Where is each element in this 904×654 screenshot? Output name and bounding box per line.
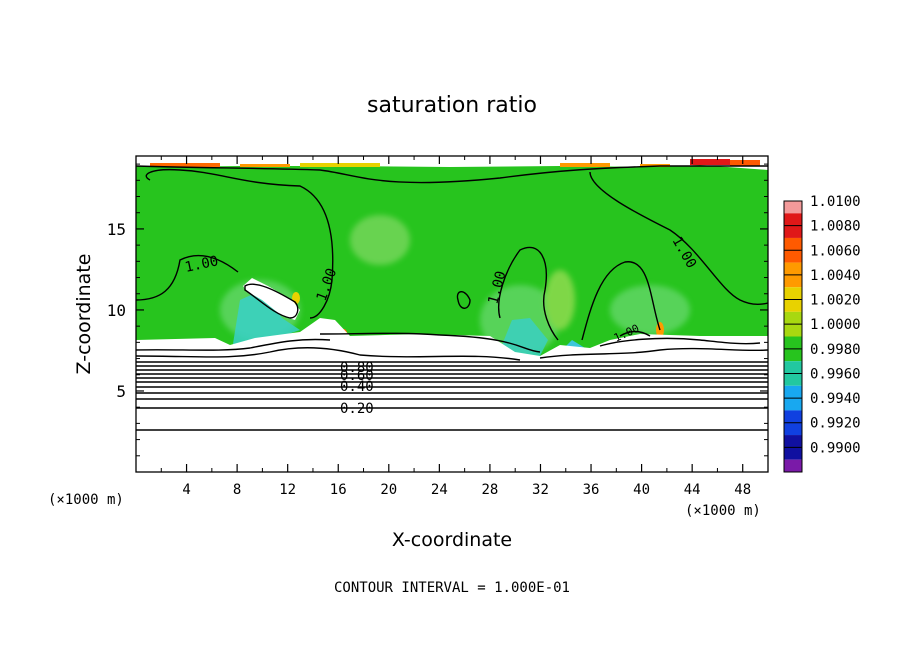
y-tick-label: 5 [116, 382, 126, 401]
x-axis-title: X-coordinate [392, 529, 512, 551]
x-unit-label: (×1000 m) [685, 503, 761, 519]
x-tick-label: 48 [734, 482, 751, 498]
colorbar-segment [784, 201, 802, 214]
x-tick-label: 8 [233, 482, 241, 498]
x-tick-label: 12 [279, 482, 296, 498]
contour-label: 0.60 [340, 368, 374, 384]
colorbar-label: 0.9920 [810, 416, 861, 432]
colorbar-label: 1.0080 [810, 219, 861, 235]
colorbar-label: 0.9940 [810, 391, 861, 407]
dry-intrusion [243, 278, 300, 320]
plot-frame [135, 155, 769, 473]
y-tick-label: 10 [107, 301, 126, 320]
colorbar: 1.0100 1.0080 1.0060 1.0040 1.0020 1.0000 0.99… [783, 194, 861, 473]
x-tick-label: 28 [481, 482, 498, 498]
colorbar-segment [784, 459, 802, 472]
x-tick-label: 20 [380, 482, 397, 498]
x-tick-label: 16 [330, 482, 347, 498]
contour-label: 0.20 [340, 401, 374, 417]
contour-interval-note: CONTOUR INTERVAL = 1.000E-01 [334, 580, 570, 596]
contour-label: 1.00 [184, 253, 220, 276]
chart-title: saturation ratio [367, 93, 537, 118]
colorbar-label: 1.0100 [810, 194, 861, 210]
x-tick-label: 40 [633, 482, 650, 498]
y-axis-title: Z-coordinate [73, 254, 95, 375]
x-tick-label: 24 [431, 482, 448, 498]
x-tick-label: 32 [532, 482, 549, 498]
colorbar-label: 1.0040 [810, 268, 861, 284]
x-tick-label: 4 [182, 482, 190, 498]
contour-lines [136, 165, 768, 431]
x-axis: 4 8 12 16 20 24 28 32 36 40 44 48 [160, 156, 751, 498]
contour-label: 0.40 [340, 379, 374, 395]
x-tick-label: 44 [684, 482, 701, 498]
y-axis: 5 10 15 [107, 163, 768, 457]
colorbar-label: 1.0000 [810, 317, 861, 333]
y-tick-label: 15 [107, 220, 126, 239]
colorbar-label: 1.0020 [810, 293, 861, 309]
colorbar-label: 0.9980 [810, 342, 861, 358]
y-unit-label: (×1000 m) [48, 492, 124, 508]
colorbar-label: 1.0060 [810, 243, 861, 259]
dry-lower-layer [136, 318, 768, 472]
plot-area [136, 156, 768, 472]
contour-label: 0.80 [340, 360, 374, 376]
x-tick-label: 36 [583, 482, 600, 498]
colorbar-label: 0.9960 [810, 366, 861, 382]
colorbar-label: 0.9900 [810, 440, 861, 456]
